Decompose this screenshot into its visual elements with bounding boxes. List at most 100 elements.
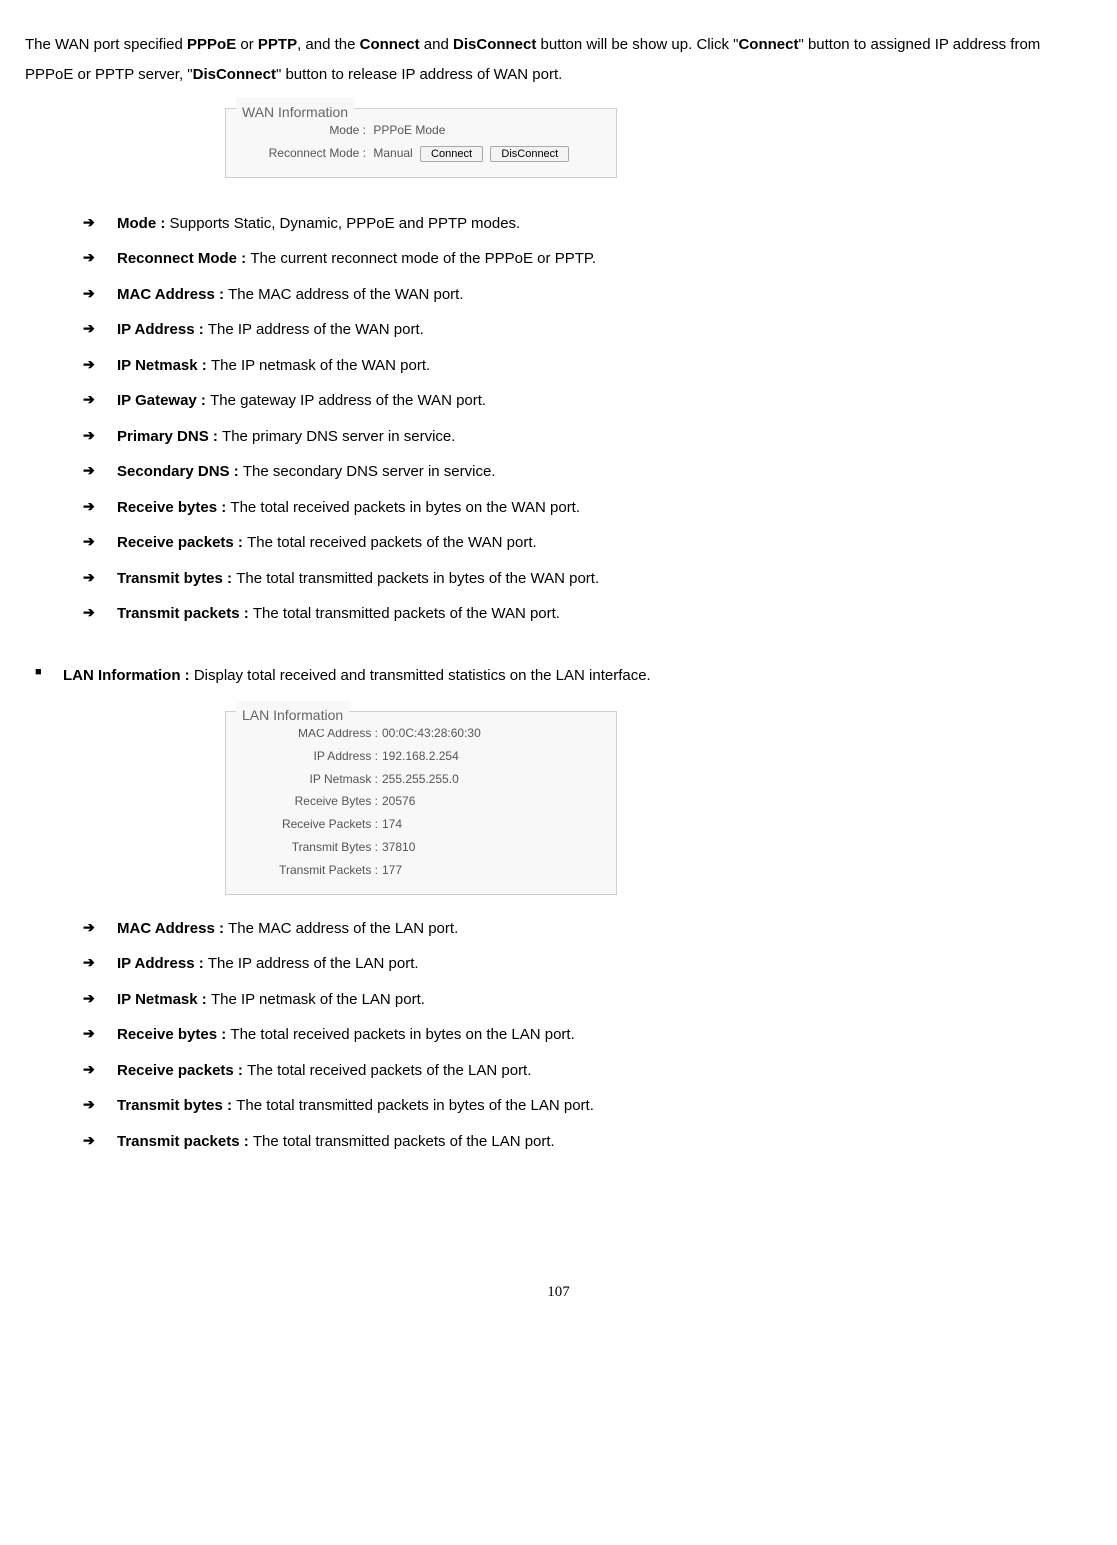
definition-desc: The total transmitted packets in bytes o… bbox=[236, 570, 599, 587]
lan-heading-desc: Display total received and transmitted s… bbox=[194, 667, 651, 684]
wan-reconnect-label: Reconnect Mode : bbox=[246, 142, 366, 165]
lan-panel-row: Transmit Bytes :37810 bbox=[246, 836, 596, 859]
list-item: IP Address : The IP address of the LAN p… bbox=[83, 948, 1092, 980]
list-item: MAC Address : The MAC address of the WAN… bbox=[83, 279, 1092, 311]
list-item: IP Netmask : The IP netmask of the WAN p… bbox=[83, 350, 1092, 382]
intro-bold: Connect bbox=[738, 36, 798, 53]
intro-paragraph: The WAN port specified PPPoE or PPTP, an… bbox=[25, 30, 1092, 90]
lan-information-panel: LAN Information MAC Address :00:0C:43:28… bbox=[225, 711, 617, 895]
lan-row-label: Receive Bytes : bbox=[246, 790, 378, 813]
lan-row-value: 174 bbox=[382, 813, 402, 836]
definition-term: IP Gateway : bbox=[117, 392, 210, 409]
list-item: Primary DNS : The primary DNS server in … bbox=[83, 421, 1092, 453]
definition-desc: The IP address of the WAN port. bbox=[208, 321, 424, 338]
lan-row-value: 255.255.255.0 bbox=[382, 768, 459, 791]
definition-desc: The IP address of the LAN port. bbox=[208, 955, 419, 972]
intro-text: , and the bbox=[297, 36, 360, 53]
intro-bold: DisConnect bbox=[453, 36, 536, 53]
lan-panel-row: Receive Bytes :20576 bbox=[246, 790, 596, 813]
list-item: Receive bytes : The total received packe… bbox=[83, 492, 1092, 524]
list-item: Mode : Supports Static, Dynamic, PPPoE a… bbox=[83, 208, 1092, 240]
list-item: Reconnect Mode : The current reconnect m… bbox=[83, 243, 1092, 275]
intro-text: or bbox=[236, 36, 258, 53]
definition-term: Secondary DNS : bbox=[117, 463, 243, 480]
definition-term: Primary DNS : bbox=[117, 428, 222, 445]
list-item: Receive bytes : The total received packe… bbox=[83, 1019, 1092, 1051]
wan-mode-value: PPPoE Mode bbox=[373, 119, 445, 142]
wan-information-panel: WAN Information Mode : PPPoE Mode Reconn… bbox=[225, 108, 617, 178]
lan-panel-row: Transmit Packets :177 bbox=[246, 859, 596, 882]
definition-desc: The total received packets of the WAN po… bbox=[247, 534, 537, 551]
definition-term: IP Address : bbox=[117, 955, 208, 972]
lan-row-value: 20576 bbox=[382, 790, 415, 813]
lan-panel-row: IP Address :192.168.2.254 bbox=[246, 745, 596, 768]
definition-term: Receive packets : bbox=[117, 1062, 247, 1079]
disconnect-button[interactable]: DisConnect bbox=[490, 146, 569, 162]
lan-row-value: 177 bbox=[382, 859, 402, 882]
wan-reconnect-row: Reconnect Mode : Manual Connect DisConne… bbox=[246, 142, 596, 165]
definition-term: Receive bytes : bbox=[117, 499, 230, 516]
definition-term: Receive bytes : bbox=[117, 1026, 230, 1043]
intro-bold: PPPoE bbox=[187, 36, 236, 53]
definition-desc: The IP netmask of the LAN port. bbox=[211, 991, 425, 1008]
definition-term: Transmit bytes : bbox=[117, 570, 236, 587]
definition-term: Transmit packets : bbox=[117, 1133, 253, 1150]
definition-term: IP Address : bbox=[117, 321, 208, 338]
definition-term: Mode : bbox=[117, 215, 170, 232]
page-number: 107 bbox=[25, 1277, 1092, 1307]
list-item: Secondary DNS : The secondary DNS server… bbox=[83, 456, 1092, 488]
wan-panel-legend: WAN Information bbox=[236, 98, 354, 126]
list-item: Transmit bytes : The total transmitted p… bbox=[83, 563, 1092, 595]
intro-bold: PPTP bbox=[258, 36, 297, 53]
lan-row-label: IP Netmask : bbox=[246, 768, 378, 791]
lan-panel-row: Receive Packets :174 bbox=[246, 813, 596, 836]
lan-row-label: Receive Packets : bbox=[246, 813, 378, 836]
list-item: MAC Address : The MAC address of the LAN… bbox=[83, 913, 1092, 945]
definition-desc: The MAC address of the WAN port. bbox=[228, 286, 463, 303]
list-item: Transmit packets : The total transmitted… bbox=[83, 1126, 1092, 1158]
list-item: IP Gateway : The gateway IP address of t… bbox=[83, 385, 1092, 417]
wan-definitions-list: Mode : Supports Static, Dynamic, PPPoE a… bbox=[25, 208, 1092, 630]
lan-panel-legend: LAN Information bbox=[236, 701, 349, 729]
definition-desc: The total transmitted packets of the LAN… bbox=[253, 1133, 555, 1150]
definition-desc: The total received packets in bytes on t… bbox=[230, 499, 580, 516]
list-item: IP Netmask : The IP netmask of the LAN p… bbox=[83, 984, 1092, 1016]
wan-reconnect-value: Manual bbox=[373, 142, 412, 165]
intro-text: The WAN port specified bbox=[25, 36, 187, 53]
connect-button[interactable]: Connect bbox=[420, 146, 483, 162]
lan-heading-list: LAN Information : Display total received… bbox=[25, 660, 1092, 692]
definition-term: Transmit packets : bbox=[117, 605, 253, 622]
definition-term: IP Netmask : bbox=[117, 991, 211, 1008]
definition-desc: The MAC address of the LAN port. bbox=[228, 920, 458, 937]
definition-desc: Supports Static, Dynamic, PPPoE and PPTP… bbox=[170, 215, 521, 232]
definition-desc: The IP netmask of the WAN port. bbox=[211, 357, 430, 374]
lan-panel-row: IP Netmask :255.255.255.0 bbox=[246, 768, 596, 791]
intro-bold: Connect bbox=[360, 36, 420, 53]
intro-bold: DisConnect bbox=[193, 66, 276, 83]
lan-row-label: IP Address : bbox=[246, 745, 378, 768]
list-item: Receive packets : The total received pac… bbox=[83, 1055, 1092, 1087]
definition-term: MAC Address : bbox=[117, 920, 228, 937]
definition-desc: The primary DNS server in service. bbox=[222, 428, 455, 445]
lan-row-value: 00:0C:43:28:60:30 bbox=[382, 722, 481, 745]
definition-term: MAC Address : bbox=[117, 286, 228, 303]
lan-row-value: 192.168.2.254 bbox=[382, 745, 459, 768]
list-item: Transmit bytes : The total transmitted p… bbox=[83, 1090, 1092, 1122]
definition-term: Reconnect Mode : bbox=[117, 250, 250, 267]
lan-information-heading: LAN Information : Display total received… bbox=[35, 660, 1092, 692]
definition-term: Receive packets : bbox=[117, 534, 247, 551]
definition-desc: The current reconnect mode of the PPPoE … bbox=[250, 250, 596, 267]
lan-heading-term: LAN Information : bbox=[63, 667, 194, 684]
definition-term: IP Netmask : bbox=[117, 357, 211, 374]
definition-desc: The secondary DNS server in service. bbox=[243, 463, 496, 480]
intro-text: " button to release IP address of WAN po… bbox=[276, 66, 562, 83]
intro-text: and bbox=[420, 36, 453, 53]
definition-term: Transmit bytes : bbox=[117, 1097, 236, 1114]
lan-row-value: 37810 bbox=[382, 836, 415, 859]
lan-definitions-list: MAC Address : The MAC address of the LAN… bbox=[25, 913, 1092, 1158]
lan-row-label: Transmit Packets : bbox=[246, 859, 378, 882]
list-item: IP Address : The IP address of the WAN p… bbox=[83, 314, 1092, 346]
lan-row-label: Transmit Bytes : bbox=[246, 836, 378, 859]
list-item: Transmit packets : The total transmitted… bbox=[83, 598, 1092, 630]
definition-desc: The total received packets of the LAN po… bbox=[247, 1062, 531, 1079]
